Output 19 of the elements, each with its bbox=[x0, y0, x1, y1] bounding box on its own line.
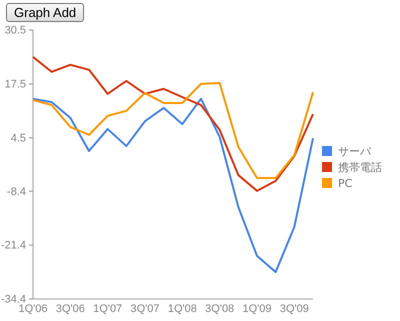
legend-label: サーバ bbox=[338, 145, 372, 158]
x-tick-label: 1Q'07 bbox=[93, 302, 122, 315]
legend-label: PC bbox=[338, 177, 353, 190]
y-tick-label: 30.5 bbox=[4, 24, 26, 37]
x-tick-label: 3Q'09 bbox=[280, 302, 309, 315]
y-tick-label: -21.4 bbox=[0, 240, 26, 252]
y-tick-label: 4.5 bbox=[10, 132, 26, 144]
line-series bbox=[32, 82, 314, 179]
x-tick-label: 3Q'06 bbox=[56, 302, 85, 315]
y-tick-label: 17.5 bbox=[4, 78, 26, 90]
x-tick-label: 3Q'07 bbox=[130, 302, 160, 315]
y-tick-label: -8.4 bbox=[7, 186, 26, 198]
graph-add-button: Graph Add bbox=[6, 3, 84, 22]
x-tick-label: 3Q'08 bbox=[205, 302, 234, 315]
x-tick-label: 1Q'09 bbox=[242, 302, 272, 315]
x-tick-label: 1Q'08 bbox=[168, 302, 197, 315]
legend-label: 携帯電話 bbox=[338, 161, 382, 174]
line-series bbox=[32, 98, 314, 274]
line-series bbox=[32, 56, 314, 192]
